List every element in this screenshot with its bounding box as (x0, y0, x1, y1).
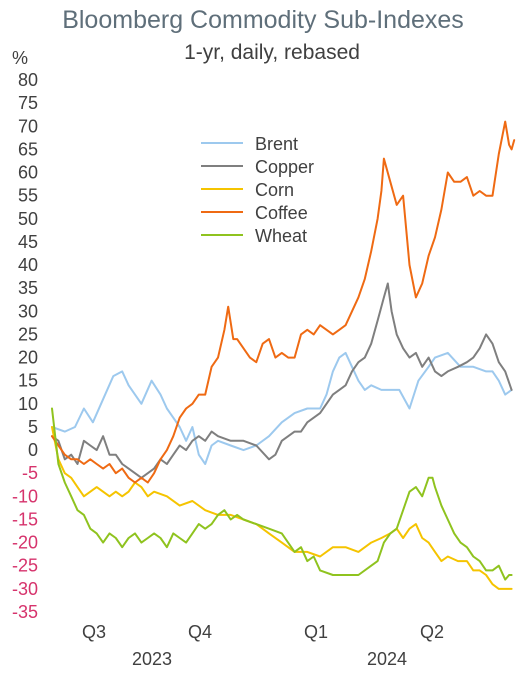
x-tick-label: Q1 (304, 622, 328, 642)
series-line-brent (51, 351, 513, 465)
y-tick-label: 70 (18, 116, 38, 136)
chart-title: Bloomberg Commodity Sub-Indexes (62, 6, 464, 34)
y-tick-label: 10 (18, 394, 38, 414)
y-tick-label: 65 (18, 139, 38, 159)
y-tick-label: 75 (18, 93, 38, 113)
legend-label: Coffee (255, 203, 308, 223)
y-tick-label: 80 (18, 70, 38, 90)
series-lines (51, 120, 516, 590)
legend-label: Copper (255, 157, 314, 177)
y-tick-label: 25 (18, 324, 38, 344)
y-tick-label: 5 (28, 417, 38, 437)
y-axis-unit: % (12, 48, 28, 68)
y-tick-label: 50 (18, 209, 38, 229)
y-tick-label: -35 (12, 602, 38, 622)
x-tick-label: Q3 (82, 622, 106, 642)
series-line-copper (51, 282, 513, 479)
y-tick-label: -5 (22, 463, 38, 483)
y-tick-label: -25 (12, 556, 38, 576)
series-line-coffee (51, 120, 516, 484)
y-tick-label: -15 (12, 509, 38, 529)
y-tick-label: 60 (18, 163, 38, 183)
series-line-wheat (51, 407, 513, 581)
x-tick-label: Q2 (420, 622, 444, 642)
y-tick-label: 45 (18, 232, 38, 252)
y-tick-label: 30 (18, 301, 38, 321)
y-tick-label: -10 (12, 486, 38, 506)
legend: Brent Copper Corn Coffee Wheat (201, 134, 314, 246)
x-year-label: 2023 (132, 649, 172, 669)
series-line-corn (51, 426, 513, 590)
x-axis: Q3 Q4 Q1 Q2 2023 2024 (82, 622, 444, 669)
legend-label: Corn (255, 180, 294, 200)
x-year-label: 2024 (367, 649, 407, 669)
x-tick-label: Q4 (188, 622, 212, 642)
y-axis: 80757065605550454035302520151050-5-10-15… (12, 70, 38, 622)
y-tick-label: 55 (18, 186, 38, 206)
y-tick-label: 40 (18, 255, 38, 275)
y-tick-label: 20 (18, 348, 38, 368)
chart-subtitle: 1-yr, daily, rebased (184, 41, 360, 64)
legend-label: Wheat (255, 226, 307, 246)
y-tick-label: -30 (12, 579, 38, 599)
legend-label: Brent (255, 134, 298, 154)
y-tick-label: 15 (18, 371, 38, 391)
y-tick-label: 35 (18, 278, 38, 298)
y-tick-label: -20 (12, 533, 38, 553)
y-tick-label: 0 (28, 440, 38, 460)
